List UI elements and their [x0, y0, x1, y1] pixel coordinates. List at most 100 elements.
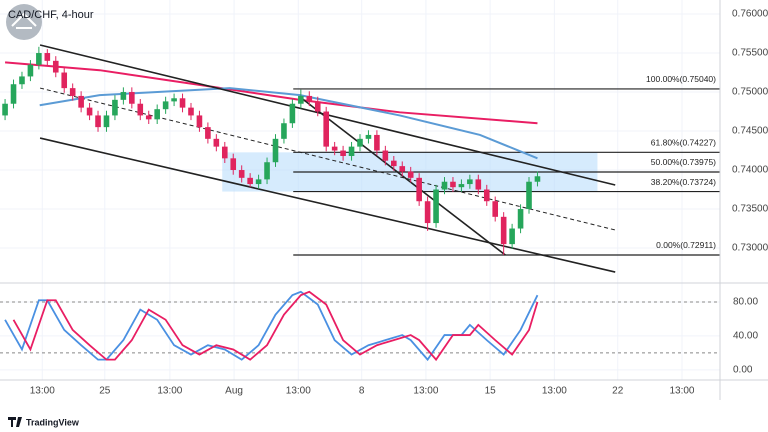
candle-body: [340, 150, 346, 156]
candle-body: [78, 95, 84, 108]
candle-body: [509, 228, 515, 245]
candle-body: [179, 98, 186, 108]
candle-body: [2, 103, 8, 116]
candle-body: [213, 138, 220, 147]
x-tick-label: 13:00: [30, 386, 55, 397]
candle-body: [196, 115, 203, 128]
fib-label: 100.00%(0.75040): [646, 74, 716, 84]
candle-body: [365, 134, 372, 139]
x-tick-label: 13:00: [286, 386, 311, 397]
x-tick-label: 13:00: [157, 386, 182, 397]
candle-body: [467, 179, 473, 185]
candle-body: [441, 181, 448, 190]
footer-logo: [8, 417, 22, 427]
candle-body: [137, 103, 144, 116]
footer-brand: TradingView: [26, 417, 80, 427]
candle-body: [44, 53, 51, 61]
x-tick-label: 22: [612, 386, 624, 397]
candle-body: [281, 123, 287, 139]
candle-body: [61, 72, 68, 89]
candle-body: [19, 76, 25, 85]
candle-body: [145, 115, 152, 120]
candle-body: [188, 107, 194, 116]
candle-body: [526, 181, 532, 210]
candle-body: [112, 99, 118, 116]
candle-body: [120, 92, 127, 100]
candle-body: [10, 84, 17, 104]
oscillator-line: [12, 290, 539, 362]
candle-body: [69, 88, 76, 96]
candle-body: [323, 111, 329, 147]
candle-body: [238, 170, 245, 178]
candle-body: [306, 95, 313, 102]
candle-body: [52, 60, 59, 73]
y-tick-label: 0.75000: [732, 87, 768, 98]
candle-body: [450, 181, 456, 188]
fib-label: 50.00%(0.73975): [651, 157, 716, 167]
logo-badge: [6, 4, 42, 40]
fib-label: 61.80%(0.74227): [651, 138, 716, 148]
x-tick-label: 8: [359, 386, 365, 397]
y-tick-label: 0.73000: [732, 243, 768, 254]
chart-title: CAD/CHF, 4-hour: [8, 9, 94, 21]
candle-body: [500, 216, 507, 245]
candle-body: [407, 171, 414, 178]
candle-body: [399, 166, 406, 172]
y-tick-label: 80.00: [733, 297, 758, 308]
candle-body: [36, 53, 42, 65]
x-tick-label: 13:00: [413, 386, 438, 397]
candle-body: [492, 201, 499, 217]
candle-body: [162, 101, 169, 110]
candle-body: [264, 162, 270, 180]
candle-body: [221, 146, 228, 159]
candle-body: [331, 146, 338, 151]
candle-body: [230, 158, 237, 171]
candle-body: [391, 160, 397, 167]
x-tick-label: 13:00: [669, 386, 694, 397]
candle-body: [129, 92, 135, 104]
candle-body: [416, 177, 422, 202]
candle-body: [205, 127, 211, 139]
trend-line: [39, 137, 616, 273]
candle-body: [458, 184, 465, 188]
candle-body: [475, 179, 482, 190]
candle-body: [86, 107, 93, 116]
candle-body: [272, 138, 279, 163]
candle-body: [27, 64, 34, 77]
x-tick-label: 25: [99, 386, 111, 397]
x-tick-label: Aug: [225, 386, 243, 397]
candle-body: [171, 98, 177, 102]
y-tick-label: 0.74000: [732, 165, 768, 176]
candle-body: [255, 179, 262, 185]
candle-body: [534, 176, 541, 182]
oscillator-line: [4, 290, 539, 362]
candle-body: [382, 150, 389, 161]
fib-label: 0.00%(0.72911): [656, 240, 716, 250]
x-tick-label: 15: [485, 386, 497, 397]
moving-average: [4, 61, 538, 125]
candle-body: [154, 109, 160, 120]
candle-body: [483, 189, 490, 202]
candle-body: [348, 146, 355, 156]
candle-body: [517, 209, 524, 229]
x-tick-label: 13:00: [542, 386, 567, 397]
y-tick-label: 40.00: [733, 331, 758, 342]
candle-body: [298, 95, 304, 104]
fib-label: 38.20%(0.73724): [651, 177, 716, 187]
plot-layer: 100.00%(0.75040) 61.80%(0.74227) 50.00%(0.…: [0, 0, 720, 380]
candle-body: [289, 103, 296, 124]
y-tick-label: 0.74500: [732, 126, 768, 137]
y-tick-label: 0.76000: [732, 9, 768, 20]
moving-average: [39, 87, 538, 160]
y-tick-label: 0.75500: [732, 48, 768, 59]
candle-body: [357, 138, 363, 147]
trend-line: [39, 87, 616, 231]
candle-body: [424, 201, 431, 224]
candle-body: [95, 115, 101, 128]
candle-body: [374, 134, 380, 151]
candle-body: [314, 101, 321, 112]
candle-body: [433, 189, 439, 224]
